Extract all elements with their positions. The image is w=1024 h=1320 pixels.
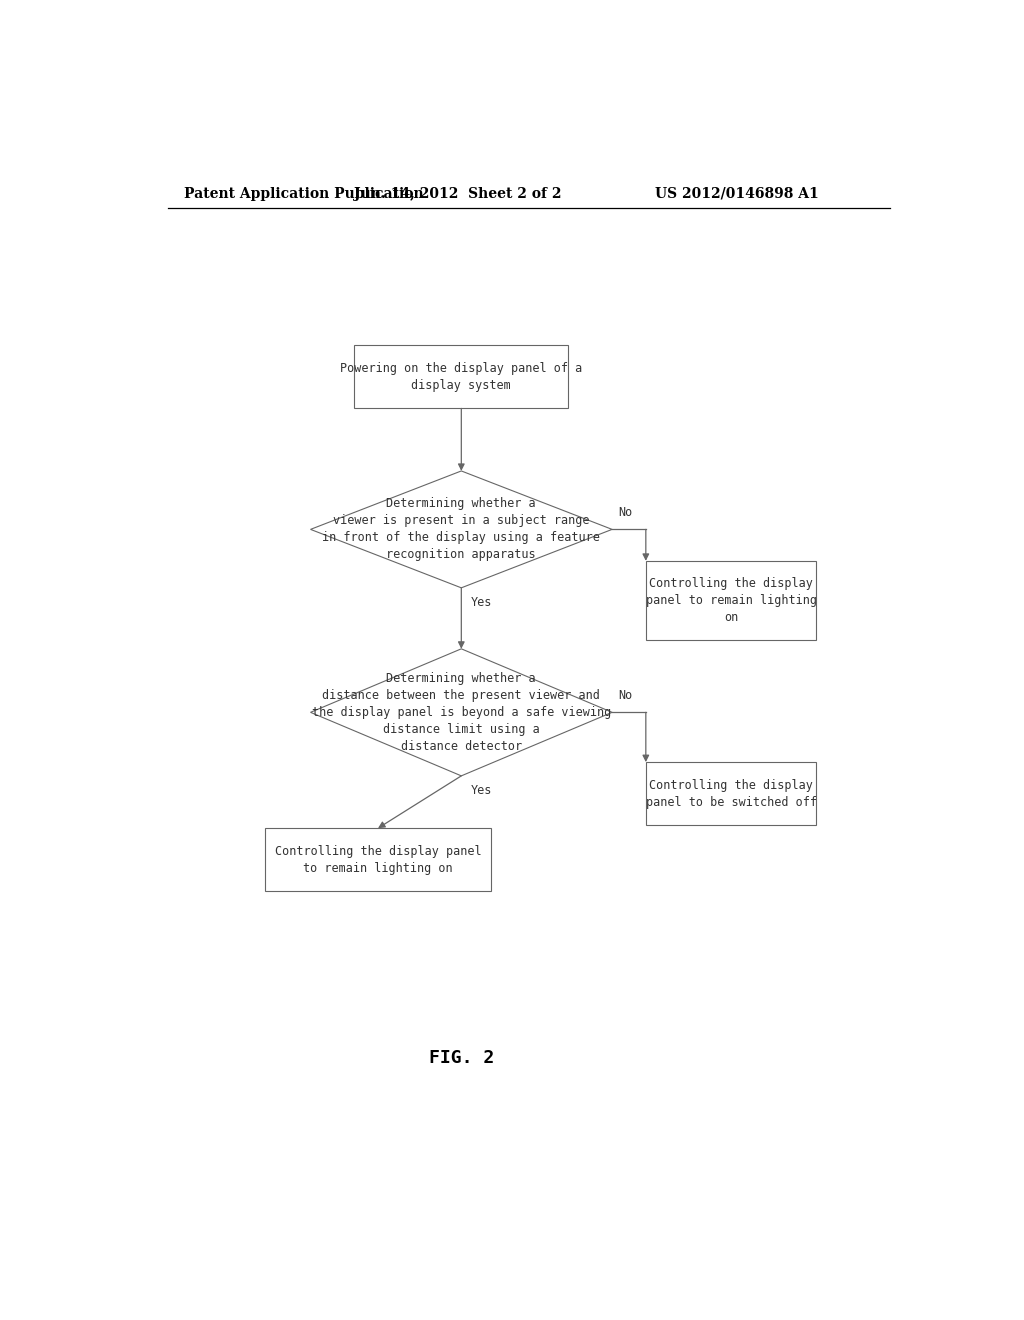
- FancyBboxPatch shape: [354, 346, 568, 408]
- Text: Yes: Yes: [471, 784, 493, 797]
- Text: Yes: Yes: [471, 595, 493, 609]
- FancyBboxPatch shape: [646, 561, 816, 640]
- Text: Controlling the display
panel to be switched off: Controlling the display panel to be swit…: [646, 779, 816, 809]
- Text: Controlling the display
panel to remain lighting
on: Controlling the display panel to remain …: [646, 577, 816, 624]
- Text: Controlling the display panel
to remain lighting on: Controlling the display panel to remain …: [274, 845, 481, 875]
- Text: Patent Application Publication: Patent Application Publication: [183, 187, 423, 201]
- Text: No: No: [618, 507, 633, 519]
- Polygon shape: [310, 649, 612, 776]
- FancyBboxPatch shape: [265, 828, 492, 891]
- Text: No: No: [618, 689, 633, 702]
- Text: FIG. 2: FIG. 2: [429, 1049, 494, 1067]
- FancyBboxPatch shape: [646, 762, 816, 825]
- Text: Determining whether a
viewer is present in a subject range
in front of the displ: Determining whether a viewer is present …: [323, 498, 600, 561]
- Text: Powering on the display panel of a
display system: Powering on the display panel of a displ…: [340, 362, 583, 392]
- Text: Jun. 14, 2012  Sheet 2 of 2: Jun. 14, 2012 Sheet 2 of 2: [353, 187, 561, 201]
- Polygon shape: [310, 471, 612, 587]
- Text: Determining whether a
distance between the present viewer and
the display panel : Determining whether a distance between t…: [311, 672, 611, 752]
- Text: US 2012/0146898 A1: US 2012/0146898 A1: [654, 187, 818, 201]
